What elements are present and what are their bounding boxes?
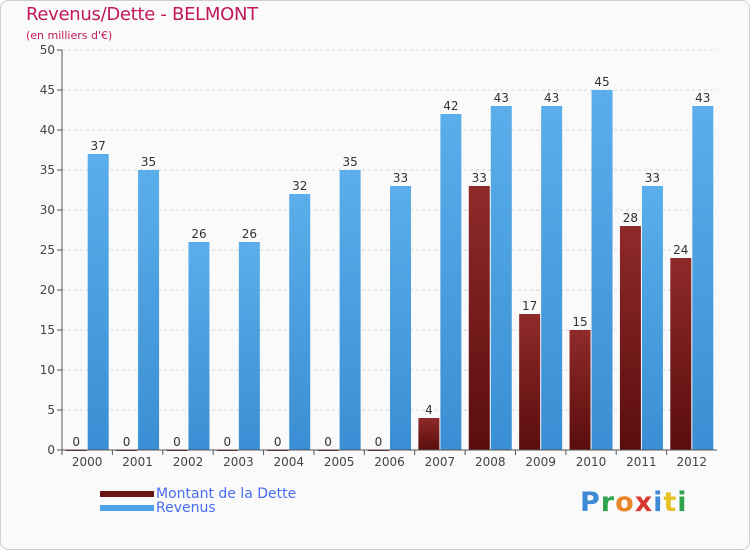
x-tick-label: 2001 [122,455,153,469]
data-label-revenus: 43 [544,91,559,105]
chart-title: Revenus/Dette - BELMONT [26,4,258,25]
data-label-dette: 28 [623,211,638,225]
data-label-revenus: 33 [393,171,408,185]
bar-revenus [188,242,210,450]
legend-item-revenus: Revenus [100,501,296,515]
logo-letter: x [634,487,654,518]
chart-legend: Montant de la Dette Revenus [100,487,296,515]
x-tick-label: 2009 [525,455,556,469]
x-tick-label: 2008 [475,455,506,469]
y-tick-label: 0 [47,443,55,457]
y-tick-label: 20 [40,283,55,297]
data-label-dette: 15 [572,315,587,329]
data-label-dette: 33 [472,171,487,185]
bar-dette [418,418,440,450]
bar-revenus [339,170,361,450]
logo-letter: r [600,487,616,518]
bar-dette [619,226,641,450]
x-tick-label: 2004 [273,455,304,469]
bar-dette [519,314,541,450]
data-label-revenus: 26 [242,227,257,241]
data-label-dette: 0 [123,435,131,449]
data-label-dette: 0 [274,435,282,449]
logo-letter: t [663,487,678,518]
data-label-dette: 0 [375,435,383,449]
bar-revenus [390,186,411,450]
chart-subtitle: (en milliers d'€) [26,29,113,42]
data-label-revenus: 43 [695,91,710,105]
data-label-dette: 17 [522,299,537,313]
bar-revenus [490,106,512,450]
y-tick-label: 40 [40,123,55,137]
bar-revenus [289,194,311,450]
bar-revenus [641,186,663,450]
data-label-revenus: 35 [342,155,357,169]
y-tick-label: 50 [40,43,55,57]
data-label-dette: 0 [173,435,181,449]
x-tick-label: 2010 [576,455,607,469]
bar-revenus [238,242,260,450]
data-label-revenus: 26 [191,227,206,241]
data-label-revenus: 42 [443,99,458,113]
y-tick-label: 10 [40,363,55,377]
legend-label-revenus: Revenus [156,500,216,516]
y-tick-label: 5 [47,403,55,417]
bar-revenus [541,106,563,450]
legend-label-dette: Montant de la Dette [156,486,297,502]
logo-letter: i [677,487,688,518]
data-label-dette: 0 [224,435,232,449]
logo-letter: i [653,487,664,518]
bar-revenus [138,170,160,450]
x-tick-label: 2007 [425,455,456,469]
bar-dette [569,330,591,450]
y-tick-label: 25 [40,243,55,257]
data-label-revenus: 35 [141,155,156,169]
proxiti-logo: Proxiti [580,487,688,518]
y-tick-label: 30 [40,203,55,217]
x-tick-label: 2006 [374,455,405,469]
data-label-dette: 0 [324,435,332,449]
data-label-dette: 0 [72,435,80,449]
y-tick-label: 15 [40,323,55,337]
legend-swatch-revenus [100,505,154,511]
y-tick-label: 45 [40,83,55,97]
bar-revenus [440,114,462,450]
logo-letter: P [580,487,601,518]
data-label-revenus: 43 [494,91,509,105]
data-label-revenus: 32 [292,179,307,193]
data-label-revenus: 45 [594,75,609,89]
bar-revenus [692,106,714,450]
data-label-revenus: 37 [91,139,106,153]
legend-item-dette: Montant de la Dette [100,487,296,501]
data-label-dette: 24 [673,243,688,257]
bar-dette [670,258,692,450]
x-tick-label: 2011 [626,455,657,469]
y-tick-label: 35 [40,163,55,177]
bar-revenus [591,90,613,450]
legend-swatch-dette [100,491,154,497]
x-tick-label: 2005 [324,455,355,469]
x-tick-label: 2003 [223,455,254,469]
logo-letter: o [615,487,635,518]
x-tick-label: 2012 [677,455,708,469]
data-label-revenus: 33 [645,171,660,185]
bar-revenus [87,154,109,450]
data-label-dette: 4 [425,403,433,417]
bar-dette [468,186,490,450]
x-tick-label: 2002 [173,455,204,469]
x-tick-label: 2000 [72,455,103,469]
